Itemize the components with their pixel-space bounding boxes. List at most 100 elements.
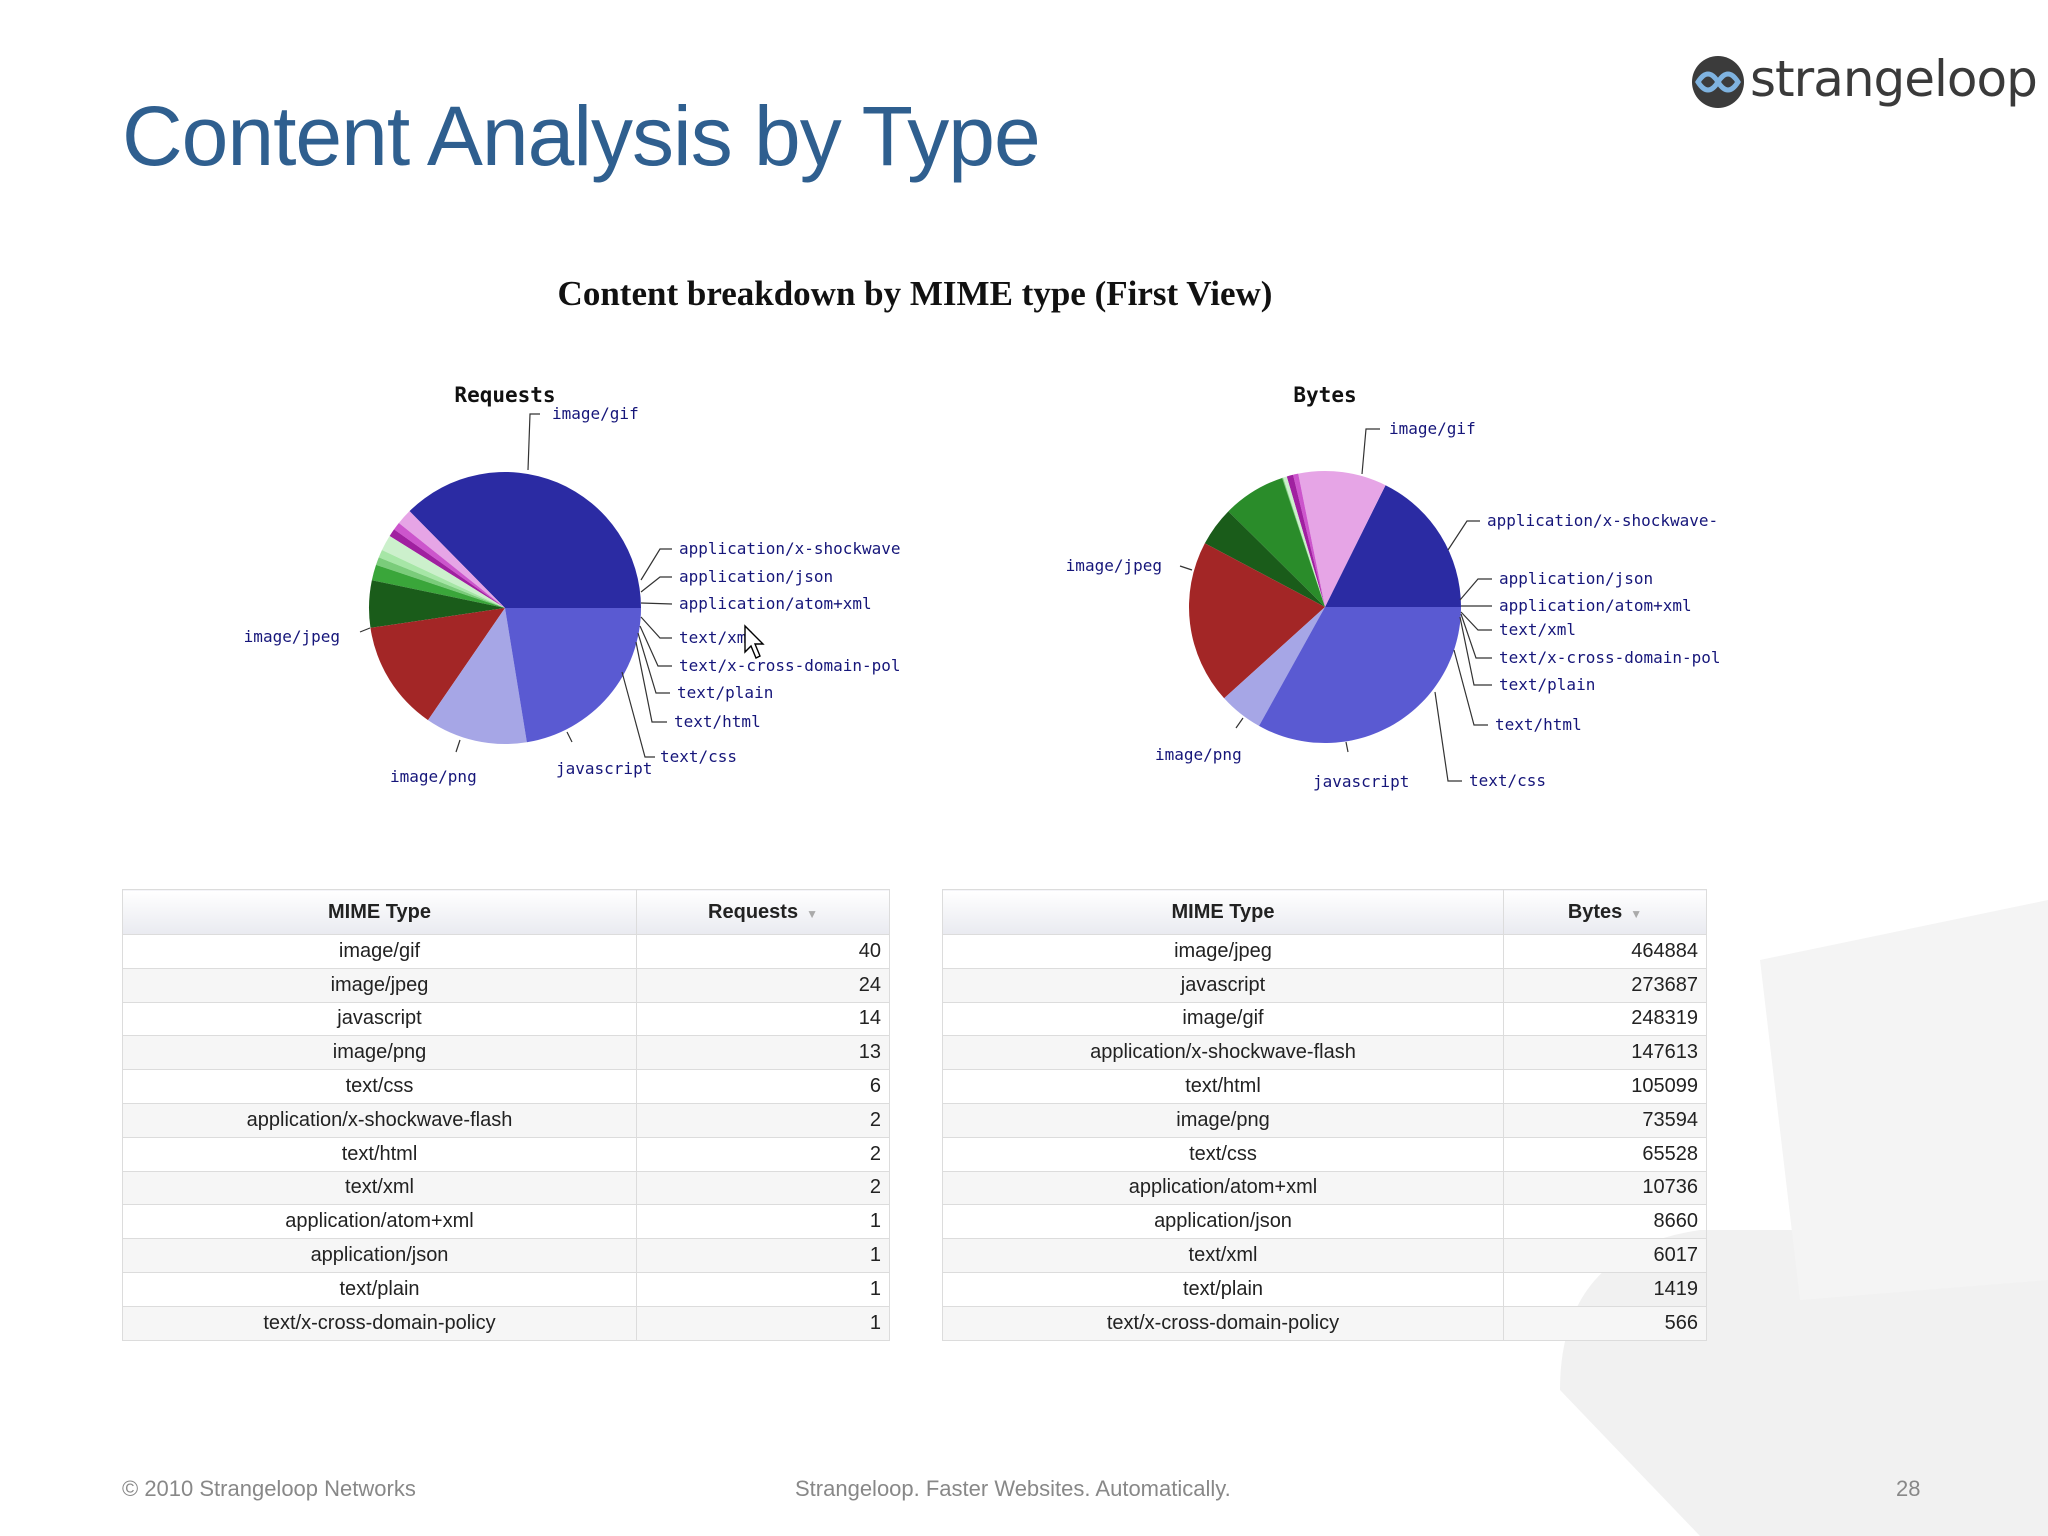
leader-line [1453, 649, 1488, 726]
header-label: MIME Type [328, 900, 431, 923]
leader-line [359, 627, 371, 633]
slice-label-text-html: text/html [674, 712, 761, 731]
bytes-table-row: image/jpeg 464884 [942, 934, 1707, 969]
bytes-value-cell: 73594 [1503, 1102, 1707, 1138]
pie-slice-image-gif [409, 471, 641, 608]
requests-table-header-mime[interactable]: MIME Type [122, 889, 637, 935]
mime-type-cell: text/html [122, 1136, 637, 1172]
leader-line [527, 413, 540, 471]
leader-line [566, 731, 573, 743]
requests-table-header-requests[interactable]: Requests ▼ [636, 889, 890, 935]
requests-table-row: image/png 13 [122, 1035, 890, 1071]
requests-value-cell: 2 [636, 1170, 890, 1206]
pie-slice-text-xml [381, 536, 505, 608]
bytes-value-cell: 147613 [1503, 1035, 1707, 1071]
slice-label-text-x-cross-domain-policy: text/x-cross-domain-pol [1499, 648, 1721, 667]
leader-line [640, 576, 672, 593]
bytes-table-row: application/atom+xml 10736 [942, 1170, 1707, 1206]
mime-type-cell: text/xml [942, 1238, 1504, 1273]
bytes-value-cell: 105099 [1503, 1069, 1707, 1104]
slice-label-javascript: javascript [1313, 772, 1409, 791]
leader-line [1459, 578, 1492, 601]
pie-slice-javascript [1188, 543, 1325, 699]
leader-line [1361, 428, 1380, 475]
bytes-table-row: image/png 73594 [942, 1102, 1707, 1138]
leader-line [1460, 611, 1492, 631]
bytes-table-header-bytes[interactable]: Bytes ▼ [1503, 889, 1707, 935]
mouse-cursor-icon [744, 624, 765, 659]
requests-value-cell: 1 [636, 1305, 890, 1341]
pie-slice-text-x-cross-domain-policy [1282, 477, 1325, 607]
pie-slice-text-x-cross-domain-policy [378, 550, 505, 608]
requests-table-row: text/css 6 [122, 1069, 890, 1104]
sort-down-icon: ▼ [806, 906, 818, 921]
bytes-value-cell: 10736 [1503, 1170, 1707, 1206]
requests-table-row: image/gif 40 [122, 934, 890, 969]
mime-type-cell: javascript [122, 1001, 637, 1037]
pie-title: Bytes [1293, 383, 1356, 407]
requests-value-cell: 1 [636, 1238, 890, 1273]
pie-slice-text-html [1228, 477, 1325, 607]
pie-slice-text-plain [376, 557, 505, 608]
slice-label-application-x-shockwave-flash: application/x-shockwave- [1487, 511, 1718, 530]
requests-value-cell: 2 [636, 1136, 890, 1172]
mime-type-cell: image/png [942, 1102, 1504, 1138]
slice-label-text-plain: text/plain [677, 683, 773, 702]
slice-label-image-gif: image/gif [1389, 419, 1476, 438]
pie-slice-image-png [428, 608, 527, 744]
header-label: MIME Type [1171, 900, 1275, 923]
bytes-table-row: application/x-shockwave-flash 147613 [942, 1035, 1707, 1071]
requests-table: MIME Type Requests ▼ image/gif 40 image/jpe… [122, 889, 890, 1341]
slice-label-image-jpeg: image/jpeg [1066, 556, 1162, 575]
bytes-table-row: text/plain 1419 [942, 1271, 1707, 1307]
pie-slice-application-x-shockwave-flash [1298, 471, 1386, 607]
leader-line [637, 632, 670, 694]
slice-label-application-x-shockwave-flash: application/x-shockwave [679, 539, 901, 558]
mime-type-cell: text/x-cross-domain-policy [122, 1305, 637, 1341]
footer-tagline: Strangeloop. Faster Websites. Automatica… [795, 1476, 1231, 1501]
pie-slice-application-x-shockwave-flash [398, 511, 505, 608]
slice-label-application-json: application/json [1499, 569, 1653, 588]
leader-line [1345, 741, 1349, 753]
slice-label-application-atom-xml: application/atom+xml [1499, 596, 1692, 615]
header-label: Bytes [1567, 900, 1623, 923]
leader-line [1235, 717, 1244, 729]
logo-text: strangeloop [1750, 50, 2038, 108]
bytes-table-row: text/css 65528 [942, 1136, 1707, 1172]
bytes-table-row: text/xml 6017 [942, 1238, 1707, 1273]
slice-label-image-png: image/png [390, 767, 477, 786]
leader-line [639, 625, 672, 667]
pie-slice-image-jpeg [505, 608, 641, 743]
infinity-logo-icon [1692, 56, 1744, 108]
slice-label-image-gif: image/gif [552, 404, 639, 423]
slice-label-application-atom-xml: application/atom+xml [679, 594, 872, 613]
bytes-table-row: javascript 273687 [942, 967, 1707, 1003]
mime-type-cell: javascript [942, 967, 1504, 1003]
bytes-value-cell: 248319 [1503, 1001, 1707, 1037]
bytes-table-row: image/gif 248319 [942, 1001, 1707, 1037]
slice-label-image-png: image/png [1155, 745, 1242, 764]
pie-slice-application-json [1293, 473, 1325, 607]
requests-value-cell: 40 [636, 934, 890, 969]
bytes-pie-chart: Bytes image/gif application/x-shockwave-ap… [1066, 383, 1721, 791]
mime-type-cell: application/json [122, 1238, 637, 1273]
slice-label-text-x-cross-domain-policy: text/x-cross-domain-pol [679, 656, 901, 675]
bytes-value-cell: 65528 [1503, 1136, 1707, 1172]
leader-line [640, 616, 672, 639]
leader-line [1179, 565, 1193, 571]
leader-line [455, 739, 461, 753]
pie-slice-text-xml [1283, 476, 1325, 607]
bytes-value-cell: 566 [1503, 1305, 1707, 1341]
footer-copyright: © 2010 Strangeloop Networks [122, 1476, 416, 1501]
slice-label-text-xml: text/xml [1499, 620, 1576, 639]
bytes-value-cell: 273687 [1503, 967, 1707, 1003]
slice-label-application-json: application/json [679, 567, 833, 586]
mime-type-cell: text/plain [122, 1271, 637, 1307]
bytes-table-header-mime[interactable]: MIME Type [942, 889, 1504, 935]
mime-type-cell: image/png [122, 1035, 637, 1071]
mime-type-cell: text/xml [122, 1170, 637, 1206]
bytes-table-row: text/x-cross-domain-policy 566 [942, 1305, 1707, 1341]
mime-type-cell: text/x-cross-domain-policy [942, 1305, 1504, 1341]
pie-slice-image-jpeg [1259, 607, 1461, 743]
